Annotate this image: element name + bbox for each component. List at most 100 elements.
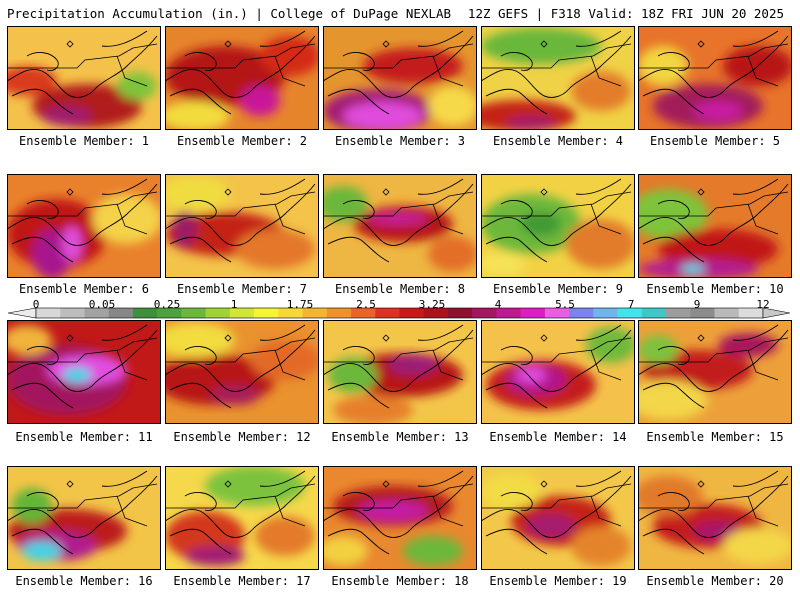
precip-map [638, 174, 792, 278]
scale-swatch [205, 308, 231, 318]
precip-map [165, 466, 319, 570]
state-border [7, 191, 158, 235]
panel-frame [323, 320, 477, 424]
precip-blob [62, 226, 82, 262]
precip-blob [368, 213, 428, 225]
state-border [638, 483, 789, 527]
member-caption: Ensemble Member: 17 [173, 574, 311, 588]
panel-frame [165, 26, 319, 130]
ensemble-member-panel [323, 174, 477, 278]
scale-swatch [278, 308, 303, 318]
precip-map [323, 320, 477, 424]
scale-swatch [496, 308, 521, 318]
state-border [165, 483, 316, 527]
panel-frame [638, 26, 792, 130]
scale-tick-label: 1.75 [286, 298, 314, 311]
precip-blob [210, 385, 260, 405]
panel-frame [638, 466, 792, 570]
scale-tick-label: 12 [756, 298, 770, 311]
location-marker [382, 334, 390, 342]
coastline [7, 178, 158, 263]
precip-blob [235, 229, 315, 269]
precip-blob [506, 116, 556, 130]
member-caption: Ensemble Member: 6 [18, 282, 150, 296]
precip-blob [343, 102, 423, 130]
precip-blob [363, 48, 463, 84]
precip-blob [403, 536, 463, 566]
scale-swatch [84, 308, 109, 318]
precip-blob [358, 501, 428, 521]
ensemble-member-panel [481, 174, 635, 278]
scale-swatch [108, 308, 134, 318]
precip-blob [117, 72, 157, 100]
panel-frame [323, 174, 477, 278]
coastline [323, 30, 474, 115]
precip-blob [22, 541, 62, 561]
scale-tick-label: 7 [627, 298, 635, 311]
ensemble-member-panel [638, 320, 792, 424]
location-marker [697, 40, 705, 48]
coastline [481, 178, 632, 263]
state-border [481, 43, 632, 87]
scale-tick-label: 4 [494, 298, 502, 311]
location-marker [382, 188, 390, 196]
precip-blob [428, 86, 477, 126]
precip-map [638, 466, 792, 570]
member-caption: Ensemble Member: 9 [492, 282, 624, 296]
coastline [7, 324, 158, 409]
location-marker [66, 188, 74, 196]
precip-blob [185, 546, 245, 566]
coastline [323, 470, 474, 555]
panel-frame [323, 26, 477, 130]
precip-blob [333, 395, 413, 424]
location-marker [224, 334, 232, 342]
state-border [7, 337, 158, 381]
panel-frame [165, 320, 319, 424]
panel-frame [7, 320, 161, 424]
member-caption: Ensemble Member: 15 [646, 430, 784, 444]
scale-swatch [617, 308, 643, 318]
ensemble-member-panel [323, 26, 477, 130]
scale-swatch [641, 308, 667, 318]
coastline [165, 178, 316, 263]
scale-swatch [690, 308, 715, 318]
scale-max-arrow [762, 307, 791, 319]
state-border [638, 191, 789, 235]
coastline [638, 178, 789, 263]
state-border [165, 43, 316, 87]
member-caption: Ensemble Member: 13 [331, 430, 469, 444]
precip-blob [571, 526, 631, 566]
precip-blob [681, 264, 705, 274]
state-border [7, 43, 158, 87]
precip-blob [32, 229, 72, 278]
member-caption: Ensemble Member: 10 [646, 282, 784, 296]
scale-swatch [181, 308, 206, 318]
precip-blob [481, 28, 601, 64]
scale-tick-label: 0 [32, 298, 40, 311]
ensemble-member-panel [481, 320, 635, 424]
precip-map [323, 174, 477, 278]
scale-swatch [593, 308, 618, 318]
precip-blob [723, 528, 792, 564]
location-marker [697, 334, 705, 342]
precip-map [481, 466, 635, 570]
precip-blob [255, 516, 315, 556]
ensemble-member-panel [7, 320, 161, 424]
scale-swatch [351, 308, 376, 318]
location-marker [697, 480, 705, 488]
state-border [323, 191, 474, 235]
ensemble-member-panel [481, 26, 635, 130]
location-marker [697, 188, 705, 196]
location-marker [224, 480, 232, 488]
scale-tick-label: 1 [230, 298, 238, 311]
ensemble-member-panel [7, 174, 161, 278]
ensemble-member-panel [323, 320, 477, 424]
panel-frame [7, 26, 161, 130]
member-caption: Ensemble Member: 8 [334, 282, 466, 296]
location-marker [540, 480, 548, 488]
precip-map [638, 26, 792, 130]
scale-tick-label: 0.25 [153, 298, 181, 311]
coastline [165, 470, 316, 555]
member-caption: Ensemble Member: 11 [15, 430, 153, 444]
panel-frame [481, 26, 635, 130]
